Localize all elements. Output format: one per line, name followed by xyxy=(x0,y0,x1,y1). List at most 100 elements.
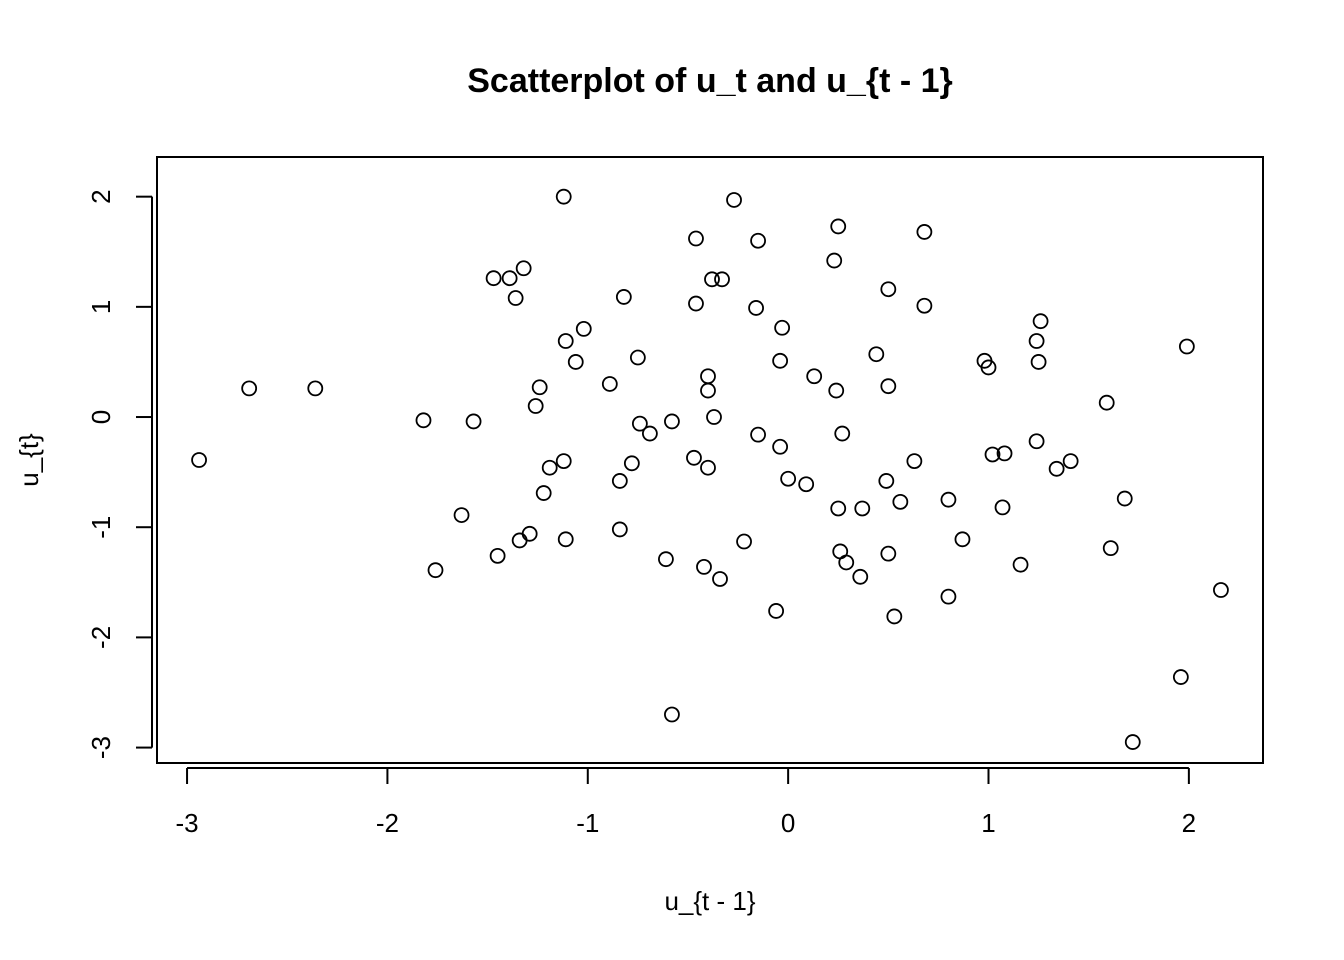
data-point xyxy=(772,352,789,369)
data-point xyxy=(1062,453,1079,470)
data-point xyxy=(906,453,923,470)
data-point xyxy=(489,547,506,564)
y-axis-label: u_{t} xyxy=(14,433,44,487)
data-point xyxy=(1178,338,1195,355)
data-point xyxy=(748,300,764,316)
data-point xyxy=(878,473,895,489)
data-point xyxy=(575,320,592,337)
data-point xyxy=(940,491,957,508)
plot-frame xyxy=(156,156,1264,764)
data-point xyxy=(768,603,785,619)
data-point xyxy=(535,485,552,501)
y-tick-label: 0 xyxy=(86,410,116,424)
data-point xyxy=(555,453,572,470)
x-tick-label: 0 xyxy=(781,808,795,838)
data-point xyxy=(706,409,722,425)
data-point xyxy=(880,545,897,562)
data-point xyxy=(1213,582,1229,598)
data-point xyxy=(507,290,524,306)
data-point xyxy=(601,376,618,392)
data-point xyxy=(892,493,909,510)
data-point xyxy=(453,507,470,523)
data-point xyxy=(241,380,258,397)
data-point xyxy=(996,445,1013,462)
data-point xyxy=(736,533,752,550)
data-point xyxy=(415,412,432,429)
data-point xyxy=(307,380,324,397)
data-point xyxy=(615,289,632,305)
x-axis: -3 -2 -1 0 1 2 xyxy=(175,767,1196,838)
data-point xyxy=(954,531,971,548)
data-point xyxy=(631,415,648,432)
data-point xyxy=(916,297,933,314)
data-point xyxy=(726,192,742,208)
data-point xyxy=(854,500,871,517)
data-point xyxy=(750,232,766,249)
data-point xyxy=(1172,669,1189,685)
x-tick-label: -3 xyxy=(175,808,198,838)
data-point xyxy=(700,368,716,385)
data-point xyxy=(712,571,728,587)
data-point xyxy=(700,459,716,476)
data-point xyxy=(465,413,482,430)
data-point xyxy=(1048,460,1065,477)
data-point xyxy=(1116,490,1133,507)
y-axis: -3 -2 -1 0 1 2 xyxy=(86,189,153,759)
data-point xyxy=(696,558,712,575)
data-point xyxy=(828,382,845,399)
x-axis-label: u_{t - 1} xyxy=(664,886,755,916)
chart-title: Scatterplot of u_t and u_{t - 1} xyxy=(467,62,953,100)
data-point xyxy=(555,188,572,205)
data-point xyxy=(834,425,851,442)
data-point xyxy=(1098,394,1115,411)
data-point xyxy=(567,354,584,370)
data-point xyxy=(798,476,815,493)
data-point xyxy=(980,359,997,376)
data-point xyxy=(611,473,628,489)
data-point xyxy=(641,425,658,442)
data-point xyxy=(688,295,704,312)
data-point xyxy=(826,252,843,269)
data-point xyxy=(557,531,574,548)
data-point xyxy=(886,608,903,625)
y-tick-label: 1 xyxy=(86,300,116,314)
data-point xyxy=(1030,354,1047,370)
data-point xyxy=(830,500,847,517)
data-point xyxy=(1012,556,1029,573)
data-point xyxy=(623,455,640,472)
data-point xyxy=(880,378,897,395)
data-point xyxy=(806,368,823,385)
data-point xyxy=(1124,734,1141,750)
data-point xyxy=(1028,333,1045,349)
data-point xyxy=(664,706,680,723)
data-point xyxy=(852,568,869,585)
data-point xyxy=(511,532,528,549)
x-tick-label: 2 xyxy=(1182,808,1196,838)
data-point xyxy=(501,270,518,287)
data-point xyxy=(774,319,791,336)
data-point xyxy=(750,426,766,443)
data-point xyxy=(984,446,1001,463)
data-point xyxy=(688,230,704,247)
data-point xyxy=(686,449,702,466)
y-tick-label: 2 xyxy=(86,189,116,203)
data-point xyxy=(780,470,797,487)
data-point xyxy=(427,562,444,579)
data-point xyxy=(940,588,957,605)
data-point xyxy=(704,271,720,288)
data-point xyxy=(191,452,207,468)
data-point xyxy=(629,349,646,366)
data-point xyxy=(916,224,933,240)
data-point xyxy=(994,499,1011,516)
data-point xyxy=(1102,540,1119,557)
data-point xyxy=(611,521,628,538)
data-point xyxy=(868,346,885,363)
data-point xyxy=(527,398,544,414)
x-tick-label: 1 xyxy=(981,808,995,838)
data-points xyxy=(191,188,1229,750)
data-point xyxy=(658,551,674,568)
y-tick-label: -1 xyxy=(86,516,116,539)
data-point xyxy=(830,218,847,235)
y-tick-label: -2 xyxy=(86,626,116,649)
